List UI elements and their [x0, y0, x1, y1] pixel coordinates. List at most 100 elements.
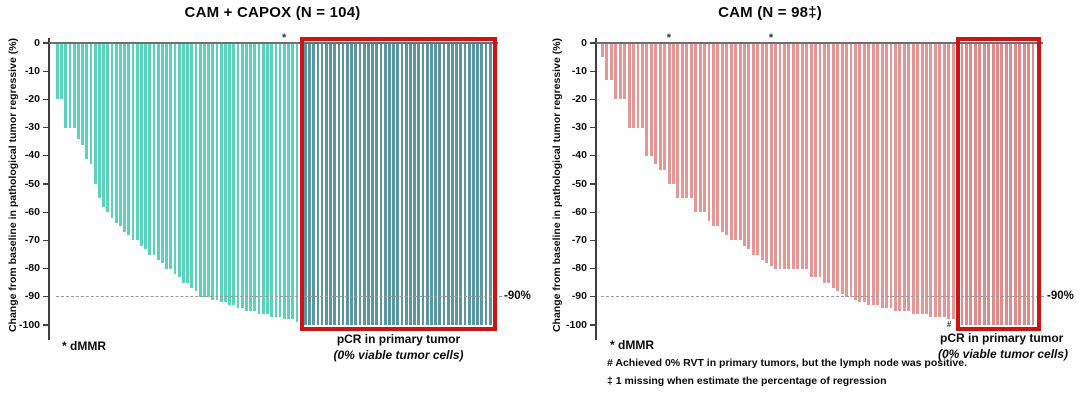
bar — [245, 43, 248, 311]
bar — [734, 43, 738, 241]
bar — [173, 43, 177, 275]
bar — [645, 43, 649, 156]
bar — [942, 43, 946, 317]
y-axis-line-left — [48, 38, 50, 340]
dmmr-asterisk-marker: * — [666, 32, 672, 44]
bar — [341, 43, 345, 325]
bar — [867, 43, 871, 306]
bar — [680, 43, 684, 199]
y-tick-label: -60 — [24, 205, 40, 218]
bar — [729, 43, 733, 241]
bar — [358, 43, 362, 325]
bar — [215, 43, 219, 300]
y-tick-label: -90 — [571, 290, 587, 303]
y-tick-mark — [43, 126, 48, 129]
bar — [303, 43, 307, 325]
y-tick-label: -40 — [24, 149, 40, 162]
bar — [450, 43, 454, 325]
y-tick-mark — [590, 183, 595, 185]
bar — [938, 43, 942, 317]
bar — [978, 43, 982, 325]
bar — [969, 43, 973, 325]
bar — [920, 43, 924, 314]
bar — [329, 43, 332, 325]
dmmr-asterisk-marker: * — [768, 32, 774, 44]
bar — [102, 43, 105, 207]
bar — [951, 43, 955, 320]
bar — [476, 43, 479, 325]
bar — [442, 43, 446, 325]
bar — [106, 43, 110, 213]
bar — [56, 43, 59, 100]
bar — [320, 43, 324, 325]
bar — [295, 43, 299, 323]
bar — [152, 43, 156, 255]
bar — [663, 43, 667, 170]
ref-line-label-right: -90% — [1047, 290, 1074, 302]
bar — [911, 43, 915, 314]
bar — [81, 43, 84, 145]
bar — [169, 43, 173, 269]
bar — [287, 43, 290, 320]
footnote-missing-right: ‡ 1 missing when estimate the percentage… — [607, 375, 887, 387]
y-tick-mark — [43, 42, 48, 44]
bar — [236, 43, 240, 309]
bar — [324, 43, 328, 325]
y-tick-label: 0 — [34, 36, 40, 49]
bar — [207, 43, 211, 297]
bar — [119, 43, 122, 227]
bar — [987, 43, 991, 325]
y-tick-mark — [43, 296, 48, 298]
footnote-rvt-right: # Achieved 0% RVT in primary tumors, but… — [607, 357, 967, 369]
y-tick-label: -70 — [571, 233, 587, 246]
bar — [711, 43, 715, 227]
y-tick-label: -100 — [18, 318, 40, 331]
y-tick-mark — [590, 239, 595, 242]
bar — [902, 43, 906, 311]
bar — [182, 43, 185, 283]
bar — [413, 43, 416, 325]
bar — [72, 43, 76, 128]
bar — [110, 43, 114, 218]
bar — [308, 43, 311, 325]
pcr-box-sublabel-left: (0% viable tumor cells) — [333, 348, 464, 362]
bar — [316, 43, 320, 325]
y-tick-mark — [590, 267, 595, 270]
bar — [991, 43, 995, 325]
bar — [676, 43, 680, 199]
bar — [421, 43, 425, 325]
bar — [1031, 43, 1035, 325]
bar — [658, 43, 662, 170]
bar — [636, 43, 640, 128]
pcr-highlight-box-right — [956, 37, 1041, 331]
y-tick-mark — [43, 211, 48, 213]
chart-title-cam-capox: CAM + CAPOX (N = 104) — [184, 4, 361, 21]
bar — [148, 43, 152, 255]
bar — [261, 43, 265, 314]
bar — [818, 43, 822, 278]
bar — [484, 43, 488, 325]
bar — [371, 43, 374, 325]
bar — [725, 43, 729, 235]
bar — [627, 43, 631, 128]
bar — [929, 43, 933, 317]
bar — [827, 43, 831, 283]
bar — [982, 43, 986, 325]
pcr-box-label-left: pCR in primary tumor — [336, 332, 461, 346]
bar — [667, 43, 671, 184]
bar — [274, 43, 278, 317]
bar — [778, 43, 782, 269]
bar — [720, 43, 724, 232]
bar — [232, 43, 236, 306]
bar — [354, 43, 358, 325]
bar — [743, 43, 746, 247]
y-tick-label: -50 — [24, 177, 40, 190]
y-tick-mark — [43, 324, 48, 326]
bar — [135, 43, 139, 241]
bar — [375, 43, 379, 325]
bar — [858, 43, 862, 303]
bar — [337, 43, 341, 325]
y-tick-label: -10 — [24, 64, 40, 77]
bar — [333, 43, 337, 325]
bar — [840, 43, 844, 294]
